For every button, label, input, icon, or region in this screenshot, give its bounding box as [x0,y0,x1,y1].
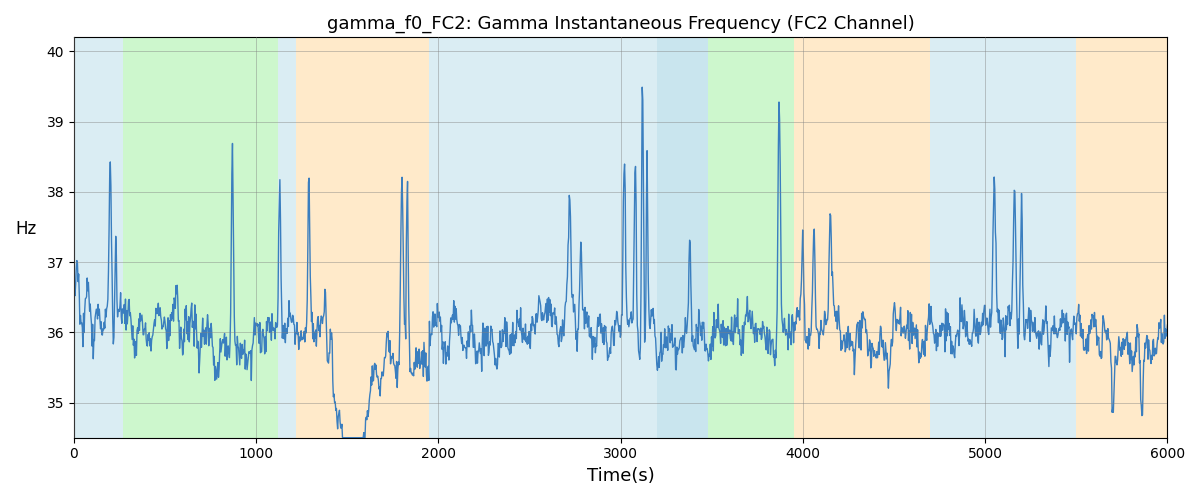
X-axis label: Time(s): Time(s) [587,467,654,485]
Bar [296,38,430,438]
Y-axis label: Hz: Hz [14,220,36,238]
Bar [124,38,278,438]
Bar [74,38,124,438]
Bar [658,38,708,438]
Bar [708,38,793,438]
Bar [793,38,930,438]
Bar [930,38,1076,438]
Bar [278,38,296,438]
Bar [1076,38,1168,438]
Title: gamma_f0_FC2: Gamma Instantaneous Frequency (FC2 Channel): gamma_f0_FC2: Gamma Instantaneous Freque… [326,15,914,34]
Bar [430,38,658,438]
